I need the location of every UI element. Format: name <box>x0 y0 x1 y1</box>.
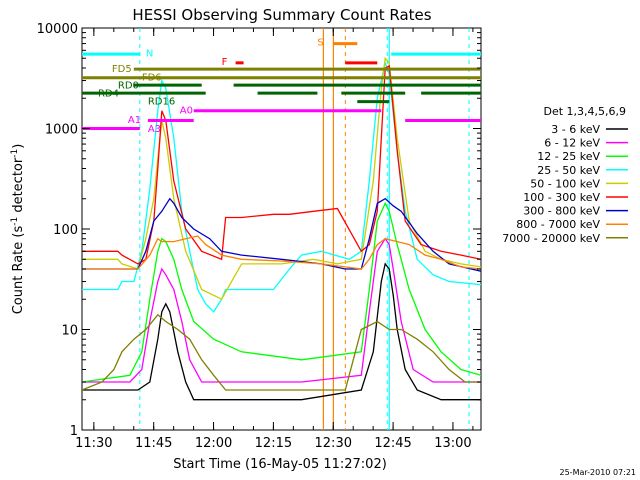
series-line-50-100-kev <box>82 56 481 301</box>
legend-label-50-100-kev: 50 - 100 keV <box>530 177 600 190</box>
flag-label-a1: A1 <box>128 115 141 126</box>
flag-label-rd0: RD0 <box>118 80 139 91</box>
flag-label-rd4: RD4 <box>98 89 119 100</box>
legend-label-3-6-kev: 3 - 6 keV <box>551 123 600 136</box>
x-tick-label-12-00: 12:00 <box>195 436 232 451</box>
x-tick-label-12-45: 12:45 <box>374 436 411 451</box>
flag-label-fd6: FD6 <box>142 72 162 83</box>
flag-label-f: F <box>222 57 228 68</box>
flag-label-a3: A3 <box>148 124 161 135</box>
timestamp: 25-Mar-2010 07:21 <box>560 468 637 477</box>
flag-label-n: N <box>146 49 153 60</box>
series-layer <box>82 56 481 401</box>
solid-markers <box>322 28 390 430</box>
y-tick-label-100: 100 <box>53 223 78 238</box>
x-tick-label-12-30: 12:30 <box>315 436 352 451</box>
x-tick-label-11-45: 11:45 <box>135 436 172 451</box>
series-line-300-800-kev <box>82 197 481 272</box>
series-line-12-25-kev <box>82 201 481 383</box>
flag-label-rd16: RD16 <box>148 96 175 107</box>
y-tick-label-1: 1 <box>70 424 78 439</box>
y-tick-label-1000: 1000 <box>45 123 78 138</box>
y-tick-label-10000: 10000 <box>37 22 78 37</box>
x-tick-label-11-30: 11:30 <box>75 436 112 451</box>
y-axis: 1 10 100 1000 10000 <box>37 22 481 439</box>
legend-label-300-800-kev: 300 - 800 keV <box>523 205 600 218</box>
flag-label-a0: A0 <box>180 106 193 117</box>
series-line-7000-20000-kev <box>82 313 481 391</box>
legend-label-12-25-kev: 12 - 25 keV <box>537 150 600 163</box>
flag-label-s: S <box>317 38 323 49</box>
series-line-100-300-kev <box>82 64 481 265</box>
x-tick-label-12-15: 12:15 <box>255 436 292 451</box>
series-line-6-12-kev <box>82 237 481 383</box>
legend-label-800-7000-kev: 800 - 7000 keV <box>516 218 600 231</box>
flag-label-fd5: FD5 <box>112 64 132 75</box>
y-tick-label-10: 10 <box>61 324 78 339</box>
series-line-800-7000-kev <box>82 235 481 270</box>
legend-label-25-50-kev: 25 - 50 keV <box>537 164 600 177</box>
series-line-3-6-kev <box>82 262 481 401</box>
legend-title: Det 1,3,4,5,6,9 <box>543 105 626 118</box>
x-tick-label-13-00: 13:00 <box>434 436 471 451</box>
x-axis: 11:30 11:45 12:00 12:15 12:30 12:45 13:00 <box>75 28 474 451</box>
y-axis-label: Count Rate (s-1 detector-1) <box>10 144 26 315</box>
dashed-markers <box>139 28 470 430</box>
legend-label-6-12-kev: 6 - 12 keV <box>544 137 600 150</box>
legend-label-100-300-kev: 100 - 300 keV <box>523 191 600 204</box>
chart-title: HESSI Observing Summary Count Rates <box>132 6 431 24</box>
legend-label-7000-20000-kev: 7000 - 20000 keV <box>502 232 600 245</box>
x-axis-label: Start Time (16-May-05 11:27:02) <box>173 457 387 472</box>
series-line-25-50-kev <box>82 60 481 313</box>
